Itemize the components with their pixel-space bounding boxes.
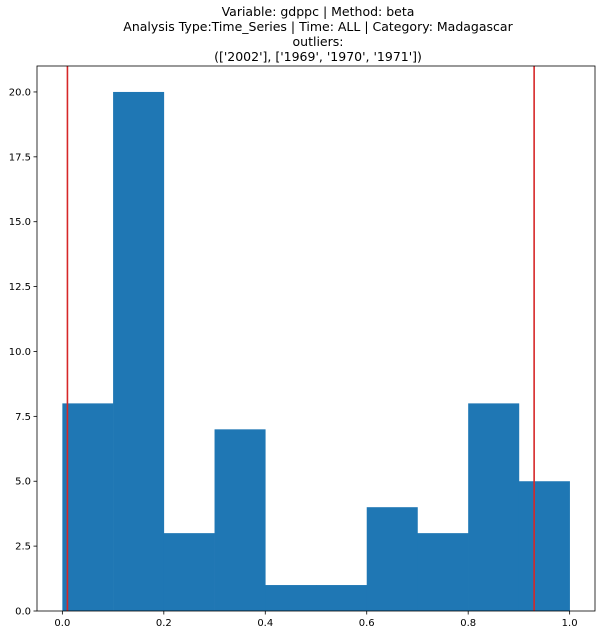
x-tick-label: 0.4	[257, 618, 273, 629]
y-tick-label: 17.5	[9, 152, 31, 163]
y-tick-label: 12.5	[9, 282, 31, 293]
x-tick-label: 0.6	[359, 618, 375, 629]
y-tick-label: 7.5	[15, 412, 31, 423]
title-line-4: (['2002'], ['1969', '1970', '1971'])	[214, 49, 422, 64]
x-tick-label: 0.2	[156, 618, 172, 629]
histogram-bar-9	[468, 403, 520, 611]
x-tick-label: 1.0	[562, 618, 578, 629]
plot-frame	[36, 65, 596, 612]
title-line-1: Variable: gdppc | Method: beta	[221, 4, 415, 19]
y-tick-label: 5.0	[15, 477, 31, 488]
y-tick-label: 2.5	[15, 542, 31, 553]
x-tick-label: 0.0	[54, 618, 70, 629]
x-tick-label: 0.8	[460, 618, 476, 629]
y-tick-label: 10.0	[9, 347, 31, 358]
outlier-lines-group	[66, 66, 535, 611]
histogram-bar-10	[518, 481, 570, 611]
histogram-bar-8	[417, 533, 469, 611]
bars-group	[62, 91, 570, 611]
y-axis: 0.0 2.5 5.0 7.5 10.0 12.5 15.0 17.5 20.0	[9, 87, 37, 618]
y-tick-label: 20.0	[9, 87, 31, 98]
histogram-bar-3	[163, 533, 215, 611]
histogram-bar-6	[316, 585, 368, 611]
title-line-3: outliers:	[292, 34, 344, 49]
histogram-bar-5	[265, 585, 317, 611]
histogram-bar-2	[113, 91, 165, 611]
y-tick-label: 0.0	[15, 607, 31, 618]
histogram-bar-1	[62, 403, 114, 611]
histogram-bar-4	[214, 429, 266, 611]
title-line-2: Analysis Type:Time_Series | Time: ALL | …	[123, 19, 513, 34]
y-tick-label: 15.0	[9, 217, 31, 228]
histogram-bar-7	[366, 507, 418, 611]
x-axis: 0.0 0.2 0.4 0.6 0.8 1.0	[54, 611, 578, 629]
chart-title: Variable: gdppc | Method: beta Analysis …	[38, 4, 598, 64]
